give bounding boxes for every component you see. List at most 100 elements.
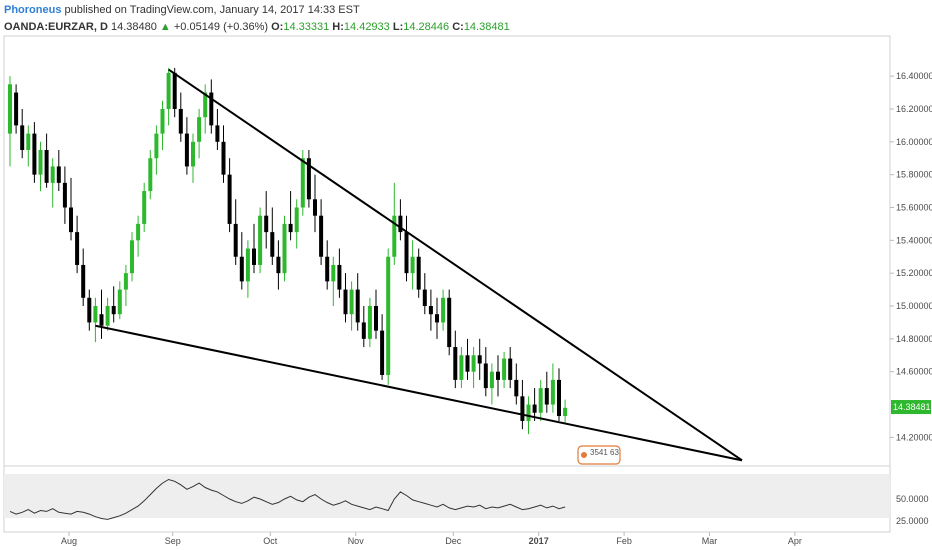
symbol-label[interactable]: OANDA:EURZAR, D	[4, 21, 108, 33]
candle-body	[520, 396, 525, 421]
candle-body	[502, 358, 507, 380]
candle-body	[294, 207, 299, 233]
candle-body	[343, 289, 348, 315]
candle-body	[483, 363, 488, 389]
candle-body	[258, 215, 263, 265]
candle-body	[477, 355, 482, 364]
candle-body	[81, 264, 86, 298]
candle-body	[325, 256, 330, 282]
price-tick-label: 16.40000	[896, 71, 932, 81]
candle-body	[404, 232, 409, 274]
candle-body	[374, 306, 378, 331]
lower-trendline[interactable]	[95, 324, 743, 462]
current-price-tag: 14.38481	[891, 400, 931, 415]
candle-body	[489, 371, 494, 389]
candle-body	[44, 150, 49, 183]
ohlc-legend: OANDA:EURZAR, D 14.38480 ▲ +0.05149 (+0.…	[4, 21, 510, 33]
indicator-tick-label: 50.0000	[896, 494, 929, 504]
candle-body	[306, 158, 311, 200]
candle-body	[459, 355, 464, 380]
candle-body	[300, 158, 305, 208]
price-tag-bg	[891, 400, 931, 415]
candle-body	[93, 306, 98, 323]
candle-body	[465, 355, 470, 372]
candle-body	[239, 256, 244, 282]
time-tick-label: 2017	[529, 536, 549, 546]
candle-body	[288, 223, 293, 233]
candle-body	[313, 199, 317, 216]
price-tick-label: 15.40000	[896, 235, 932, 245]
tradingview-watermark: 3541 63	[577, 445, 621, 465]
candle-body	[422, 289, 427, 307]
author-link[interactable]: Phoroneus	[4, 4, 62, 16]
candle-body	[471, 355, 476, 372]
candle-body	[227, 174, 232, 224]
close-value: 14.38481	[463, 21, 510, 33]
candle-body	[215, 125, 220, 142]
candle-body	[111, 306, 116, 315]
candle-body	[416, 256, 421, 290]
candle-body	[270, 232, 275, 257]
time-tick-label: Apr	[788, 536, 802, 546]
candle-body	[20, 125, 25, 151]
indicator-group	[9, 478, 566, 520]
last-price: 14.38480	[110, 21, 157, 33]
candle-body	[178, 108, 183, 134]
candle-body	[319, 215, 324, 257]
candle-body	[355, 289, 360, 323]
price-tick-label: 16.00000	[896, 137, 932, 147]
indicator-axis[interactable]: 50.0000 25.0000	[896, 494, 929, 526]
high-value: 14.42933	[343, 21, 390, 33]
price-tick-label: 14.20000	[896, 432, 932, 442]
price-tick-label: 15.20000	[896, 268, 932, 278]
candle-body	[526, 404, 531, 421]
candle-body	[130, 240, 134, 274]
candle-body	[410, 256, 415, 274]
candle-body	[392, 215, 397, 257]
time-tick-label: Dec	[445, 536, 462, 546]
watermark-icon	[581, 452, 587, 458]
low-label: L:	[392, 21, 404, 33]
candle-body	[160, 108, 165, 134]
close-label: C:	[452, 21, 464, 33]
time-tick-label: Feb	[616, 536, 632, 546]
candle-body	[435, 314, 439, 323]
time-tick-label: Oct	[263, 536, 278, 546]
price-tick-label: 14.60000	[896, 367, 932, 377]
candle-body	[233, 223, 238, 257]
candle-body	[136, 223, 141, 241]
candle-body	[398, 215, 403, 233]
published-text: published on TradingView.com, January 14…	[64, 4, 360, 16]
main-pane[interactable]	[3, 35, 891, 467]
candle-body	[337, 264, 342, 290]
candle-body	[276, 256, 281, 274]
candle-body	[69, 207, 73, 233]
time-tick-label: Mar	[702, 536, 718, 546]
candle-body	[367, 306, 372, 339]
upper-trendline[interactable]	[168, 68, 743, 462]
trendlines-group[interactable]	[95, 68, 743, 462]
candle-body	[32, 133, 37, 175]
indicator-tick-label: 25.0000	[896, 516, 929, 526]
candle-body	[117, 289, 122, 315]
price-tick-label: 14.80000	[896, 334, 932, 344]
candle-body	[532, 404, 537, 413]
price-tag-label: 14.38481	[893, 402, 931, 412]
candle-body	[105, 306, 110, 326]
candles-group	[8, 67, 568, 435]
candle-body	[331, 264, 336, 282]
candle-body	[50, 166, 55, 183]
time-axis[interactable]: Aug Sep Oct Nov Dec 2017 Feb Mar Apr	[61, 532, 802, 546]
candle-body	[38, 150, 43, 175]
price-axis[interactable]: 16.40000 16.20000 16.00000 15.80000 15.60000…	[890, 71, 932, 442]
candle-body	[496, 371, 500, 380]
candle-body	[441, 297, 446, 323]
up-arrow-icon: ▲	[159, 21, 171, 33]
candle-body	[380, 330, 385, 375]
price-tick-label: 16.20000	[896, 104, 932, 114]
candle-body	[544, 388, 549, 405]
candle-body	[550, 379, 555, 405]
watermark-badge	[577, 445, 621, 465]
